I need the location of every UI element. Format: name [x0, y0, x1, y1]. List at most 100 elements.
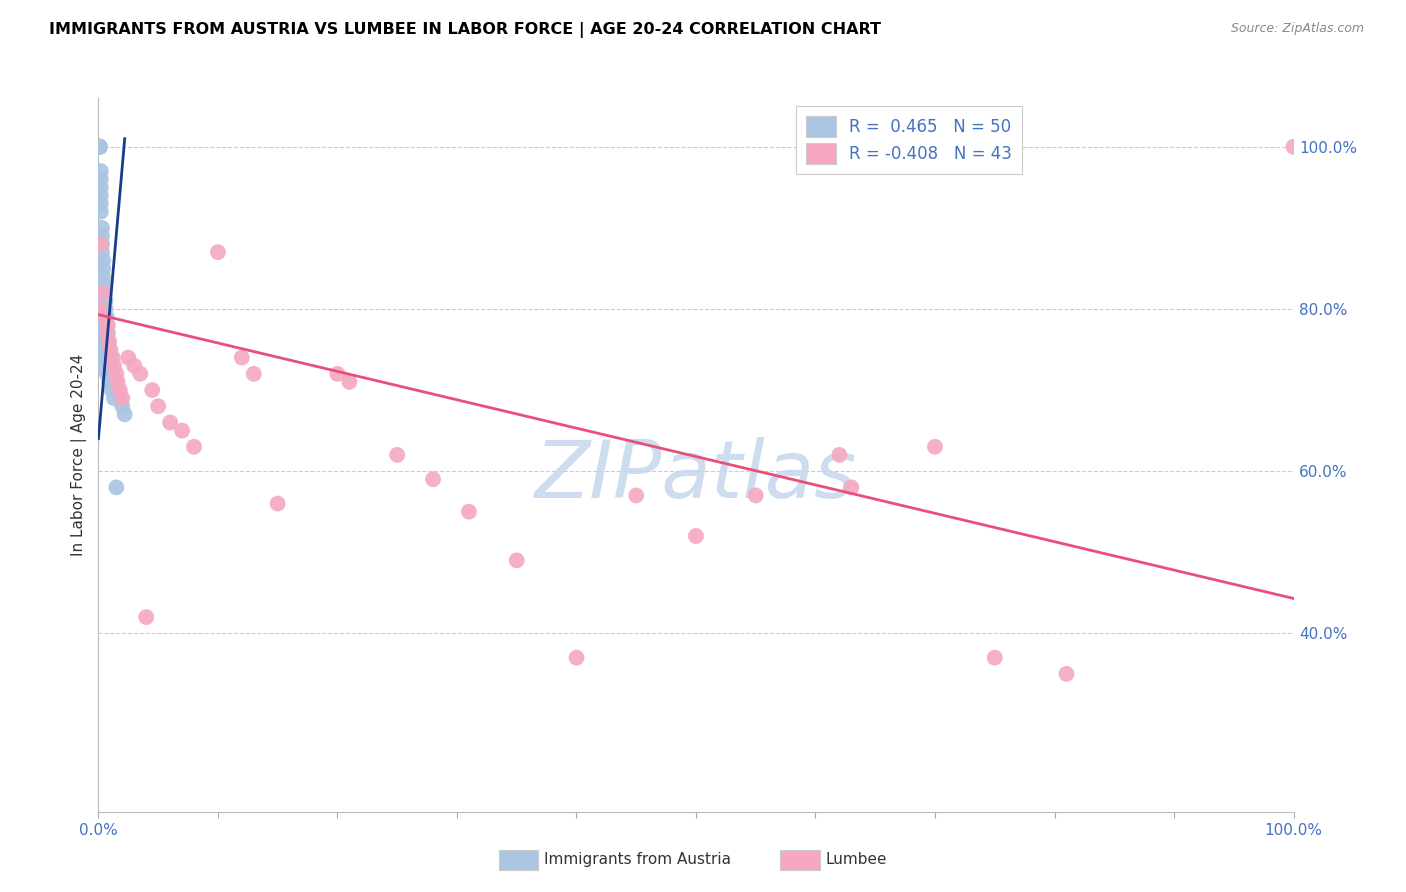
Point [89, 140, 111, 154]
Point [207, 245, 229, 260]
Point [89, 301, 111, 316]
Point [94, 301, 117, 316]
Point [129, 367, 152, 381]
Point [108, 383, 131, 397]
Point [98, 343, 121, 357]
Point [96, 310, 118, 324]
Point [108, 391, 131, 405]
Point [243, 367, 266, 381]
Point [89, 140, 111, 154]
Point [91, 253, 114, 268]
Point [91, 285, 114, 300]
Point [458, 505, 481, 519]
Point [745, 488, 768, 502]
Point [1282, 140, 1305, 154]
Point [107, 383, 129, 397]
Point [924, 440, 946, 454]
Point [104, 375, 127, 389]
Point [98, 343, 122, 357]
Point [98, 359, 122, 373]
Point [148, 399, 170, 413]
Point [101, 351, 124, 365]
Point [828, 448, 851, 462]
Point [97, 318, 120, 333]
Point [103, 359, 125, 373]
Point [626, 488, 648, 502]
Point [98, 351, 122, 365]
Point [94, 293, 117, 308]
Point [93, 285, 115, 300]
Point [117, 351, 139, 365]
Point [111, 391, 134, 405]
Point [90, 204, 112, 219]
Point [96, 326, 118, 341]
Point [90, 196, 112, 211]
Point [114, 408, 136, 422]
Point [105, 367, 128, 381]
Point [97, 326, 120, 341]
Point [89, 140, 111, 154]
Point [91, 334, 114, 349]
Point [565, 650, 588, 665]
Point [96, 318, 118, 333]
Point [101, 367, 124, 381]
Point [98, 334, 121, 349]
Point [90, 180, 112, 194]
Text: Lumbee: Lumbee [825, 853, 887, 867]
Point [89, 140, 111, 154]
Point [98, 375, 121, 389]
Point [1054, 666, 1078, 681]
Point [89, 140, 111, 154]
Point [183, 440, 205, 454]
Point [93, 277, 115, 292]
Point [103, 391, 125, 405]
Point [89, 310, 111, 324]
Point [107, 375, 129, 389]
Point [231, 351, 253, 365]
Point [172, 424, 194, 438]
Point [90, 164, 112, 178]
Point [89, 140, 111, 154]
Point [111, 399, 134, 413]
Point [93, 359, 115, 373]
Legend: R =  0.465   N = 50, R = -0.408   N = 43: R = 0.465 N = 50, R = -0.408 N = 43 [796, 106, 1022, 174]
Point [506, 553, 529, 567]
Point [105, 480, 128, 494]
Point [267, 497, 290, 511]
Point [124, 359, 146, 373]
Point [91, 269, 114, 284]
Point [97, 334, 120, 349]
Point [91, 343, 114, 357]
Point [159, 416, 181, 430]
Text: Immigrants from Austria: Immigrants from Austria [544, 853, 731, 867]
Point [339, 375, 360, 389]
Point [90, 237, 112, 252]
Y-axis label: In Labor Force | Age 20-24: In Labor Force | Age 20-24 [72, 354, 87, 556]
Point [385, 448, 409, 462]
Point [91, 229, 114, 244]
Point [91, 220, 114, 235]
Point [90, 188, 112, 202]
Text: Source: ZipAtlas.com: Source: ZipAtlas.com [1230, 22, 1364, 36]
Point [685, 529, 707, 543]
Point [89, 326, 111, 341]
Point [93, 310, 115, 324]
Point [100, 383, 122, 397]
Point [135, 610, 157, 624]
Point [90, 172, 112, 186]
Point [93, 351, 115, 365]
Point [141, 383, 163, 397]
Point [91, 245, 114, 260]
Point [91, 237, 114, 252]
Point [96, 367, 118, 381]
Point [841, 480, 863, 494]
Point [89, 318, 111, 333]
Point [91, 261, 114, 276]
Point [326, 367, 349, 381]
Point [89, 140, 111, 154]
Point [89, 140, 111, 154]
Text: ZIPatlas: ZIPatlas [534, 437, 858, 516]
Point [984, 650, 1007, 665]
Point [422, 472, 444, 486]
Text: IMMIGRANTS FROM AUSTRIA VS LUMBEE IN LABOR FORCE | AGE 20-24 CORRELATION CHART: IMMIGRANTS FROM AUSTRIA VS LUMBEE IN LAB… [49, 22, 882, 38]
